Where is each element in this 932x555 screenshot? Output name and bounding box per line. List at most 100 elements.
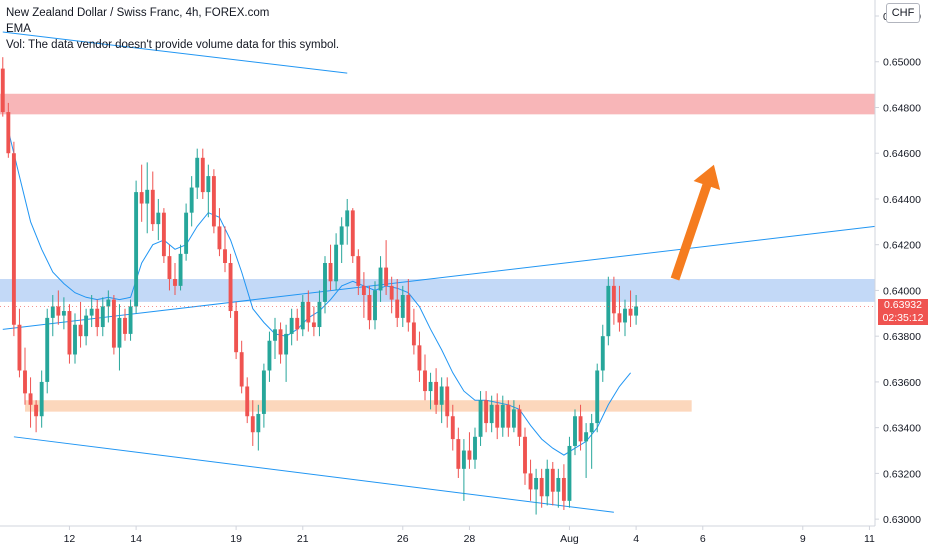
- candle-down: [617, 285, 622, 332]
- candle-body: [595, 370, 600, 424]
- candle-body: [339, 226, 344, 245]
- candle-body: [139, 192, 144, 204]
- x-tick-label: 21: [297, 533, 309, 545]
- y-tick-label: 0.63200: [883, 468, 921, 480]
- candle-up: [73, 313, 77, 364]
- candle-down: [67, 304, 72, 364]
- candle-down: [239, 340, 244, 394]
- candle-up: [184, 203, 189, 261]
- candle-down: [173, 263, 177, 296]
- y-tick-label: 0.64800: [883, 102, 921, 114]
- candle-down: [411, 308, 416, 355]
- candle-down: [384, 240, 389, 296]
- candle-up: [178, 244, 183, 291]
- candle-body: [167, 256, 172, 280]
- currency-button[interactable]: CHF: [886, 3, 920, 23]
- bar-countdown-label: 02:35:12: [878, 312, 928, 326]
- candle-up: [195, 148, 200, 199]
- candle-body: [389, 285, 394, 300]
- candle-down: [406, 279, 411, 332]
- candle-body: [295, 317, 300, 330]
- candle-down: [28, 377, 33, 428]
- candle-down: [95, 299, 100, 337]
- candle-up: [117, 304, 122, 371]
- candle-body: [273, 329, 277, 341]
- candle-body: [545, 468, 550, 497]
- candle-body: [300, 301, 305, 330]
- candle-up: [323, 256, 327, 314]
- candle-body: [611, 285, 616, 314]
- candle-body: [189, 187, 194, 213]
- candle-down: [367, 285, 372, 330]
- symbol-title[interactable]: New Zealand Dollar / Swiss Franc, 4h, FO…: [6, 7, 270, 19]
- candle-up: [334, 233, 339, 291]
- candle-up: [489, 395, 494, 433]
- candle-up: [50, 295, 55, 337]
- candle-body: [228, 263, 233, 312]
- x-tick-label: 19: [230, 533, 242, 545]
- candle-up: [461, 439, 466, 501]
- candle-body: [23, 370, 27, 394]
- candle-down: [245, 377, 250, 424]
- resistance-zone: [0, 93, 875, 115]
- candle-down: [211, 169, 216, 234]
- candle-down: [495, 393, 500, 440]
- candle-body: [323, 263, 327, 302]
- candle-body: [184, 212, 189, 254]
- candle-up: [378, 256, 383, 302]
- candle-up: [100, 297, 105, 337]
- candle-down: [34, 400, 39, 433]
- x-tick-label: 28: [464, 533, 476, 545]
- candle-body: [623, 308, 627, 323]
- candle-body: [378, 267, 383, 291]
- support-blue-zone: [0, 279, 875, 302]
- candle-body: [550, 468, 555, 492]
- candle-body: [178, 253, 183, 286]
- candle-body: [428, 381, 433, 392]
- candle-down: [417, 331, 422, 382]
- candle-up: [89, 295, 94, 328]
- candle-body: [506, 404, 511, 428]
- candle-body: [439, 386, 444, 405]
- candle-down: [11, 141, 16, 337]
- candle-down: [78, 301, 83, 348]
- candle-down: [161, 208, 166, 263]
- candle-body: [345, 210, 350, 227]
- candle-body: [628, 308, 633, 316]
- candle-body: [423, 370, 427, 392]
- ema-indicator-label[interactable]: EMA: [6, 23, 31, 35]
- candle-down: [456, 427, 461, 478]
- candle-body: [484, 400, 489, 424]
- candle-body: [67, 311, 72, 355]
- x-tick-label: 9: [800, 533, 806, 545]
- candle-body: [150, 189, 155, 225]
- candle-up: [473, 427, 477, 469]
- y-tick-label: 0.64400: [883, 194, 921, 206]
- candle-body: [489, 404, 494, 424]
- candle-down: [517, 404, 522, 446]
- candle-body: [411, 322, 416, 346]
- candle-up: [189, 176, 194, 227]
- candle-body: [128, 306, 133, 334]
- candle-up: [284, 324, 289, 382]
- candle-body: [567, 445, 572, 501]
- y-tick-label: 0.64600: [883, 148, 921, 160]
- candle-down: [23, 347, 27, 405]
- candle-up: [317, 290, 322, 337]
- candle-down: [234, 301, 239, 360]
- candle-up: [345, 198, 350, 245]
- candle-down: [395, 279, 400, 328]
- candle-up: [39, 370, 44, 428]
- candle-body: [361, 285, 366, 296]
- candle-up: [256, 404, 261, 451]
- candle-up: [606, 276, 611, 346]
- candle-body: [200, 157, 205, 193]
- candle-down: [139, 164, 144, 222]
- candle-body: [239, 352, 244, 387]
- candle-down: [528, 459, 533, 501]
- candle-body: [156, 212, 161, 225]
- candle-down: [578, 404, 583, 451]
- candle-body: [406, 295, 411, 323]
